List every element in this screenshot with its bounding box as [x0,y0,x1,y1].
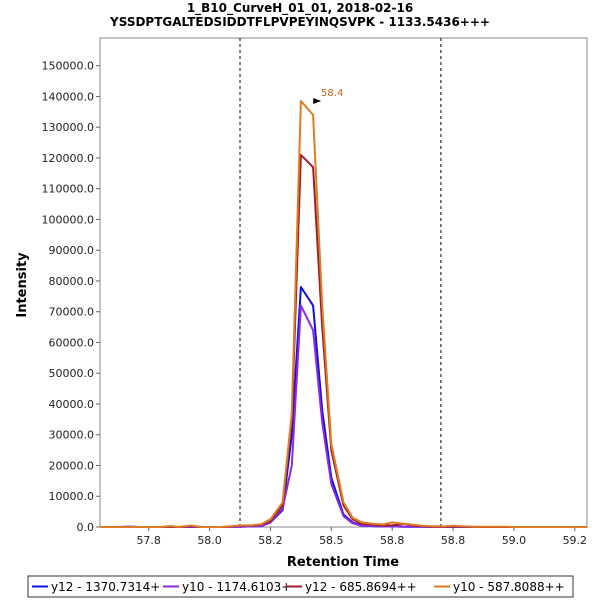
legend-items: y12 - 1370.7314+ y10 - 1174.6103+ y12 - 68… [32,580,565,594]
y-tick-label: 90000.0 [49,244,95,257]
chart-title-line1: 1_B10_CurveH_01_01, 2018-02-16 [187,1,413,16]
x-tick-label: 59.0 [502,534,527,547]
x-axis-label: Retention Time [287,555,399,570]
y-tick-label: 60000.0 [49,336,95,349]
x-axis-ticks: 57.8 58.0 58.2 58.5 58.8 58.8 59.0 59.2 [136,527,587,547]
y-tick-label: 70000.0 [49,306,95,319]
y-tick-label: 20000.0 [49,459,95,472]
y-axis-label: Intensity [15,252,30,318]
x-tick-label: 58.2 [258,534,283,547]
y-tick-label: 0.0 [77,521,95,534]
peak-label: 58.4 [321,88,343,99]
x-tick-label: 57.8 [136,534,161,547]
series-lines [100,100,587,528]
y-tick-label: 140000.0 [42,90,95,103]
chart-title-line2: YSSDPTGALTEDSIDDTFLPVPEYINQSVPK - 1133.5… [109,15,490,29]
y-tick-label: 150000.0 [42,60,95,73]
plot-area [99,37,588,528]
legend-label: y10 - 1174.6103+ [182,580,291,594]
x-tick-label: 58.8 [380,534,405,547]
x-tick-label: 58.5 [319,534,344,547]
y-tick-label: 120000.0 [42,152,95,165]
y-tick-label: 40000.0 [49,398,95,411]
y-tick-label: 100000.0 [42,213,95,226]
y-tick-label: 50000.0 [49,367,95,380]
y-tick-label: 30000.0 [49,429,95,442]
legend-label: y12 - 685.8694++ [305,580,417,594]
x-tick-label: 58.8 [441,534,466,547]
y-tick-label: 10000.0 [49,490,95,503]
y-tick-label: 130000.0 [42,121,95,134]
y-tick-label: 110000.0 [42,183,95,196]
y-axis-ticks: 0.0 10000.0 20000.0 30000.0 40000.0 50000.0 60… [42,60,100,534]
legend-label: y12 - 1370.7314+ [51,580,160,594]
peak-marker-arrow [313,98,322,105]
x-tick-label: 59.2 [563,534,588,547]
series-line-4 [100,100,587,528]
x-tick-label: 58.0 [197,534,222,547]
peak-annotation: 58.4 [313,88,343,105]
legend-label: y10 - 587.8088++ [453,580,565,594]
y-tick-label: 80000.0 [49,275,95,288]
